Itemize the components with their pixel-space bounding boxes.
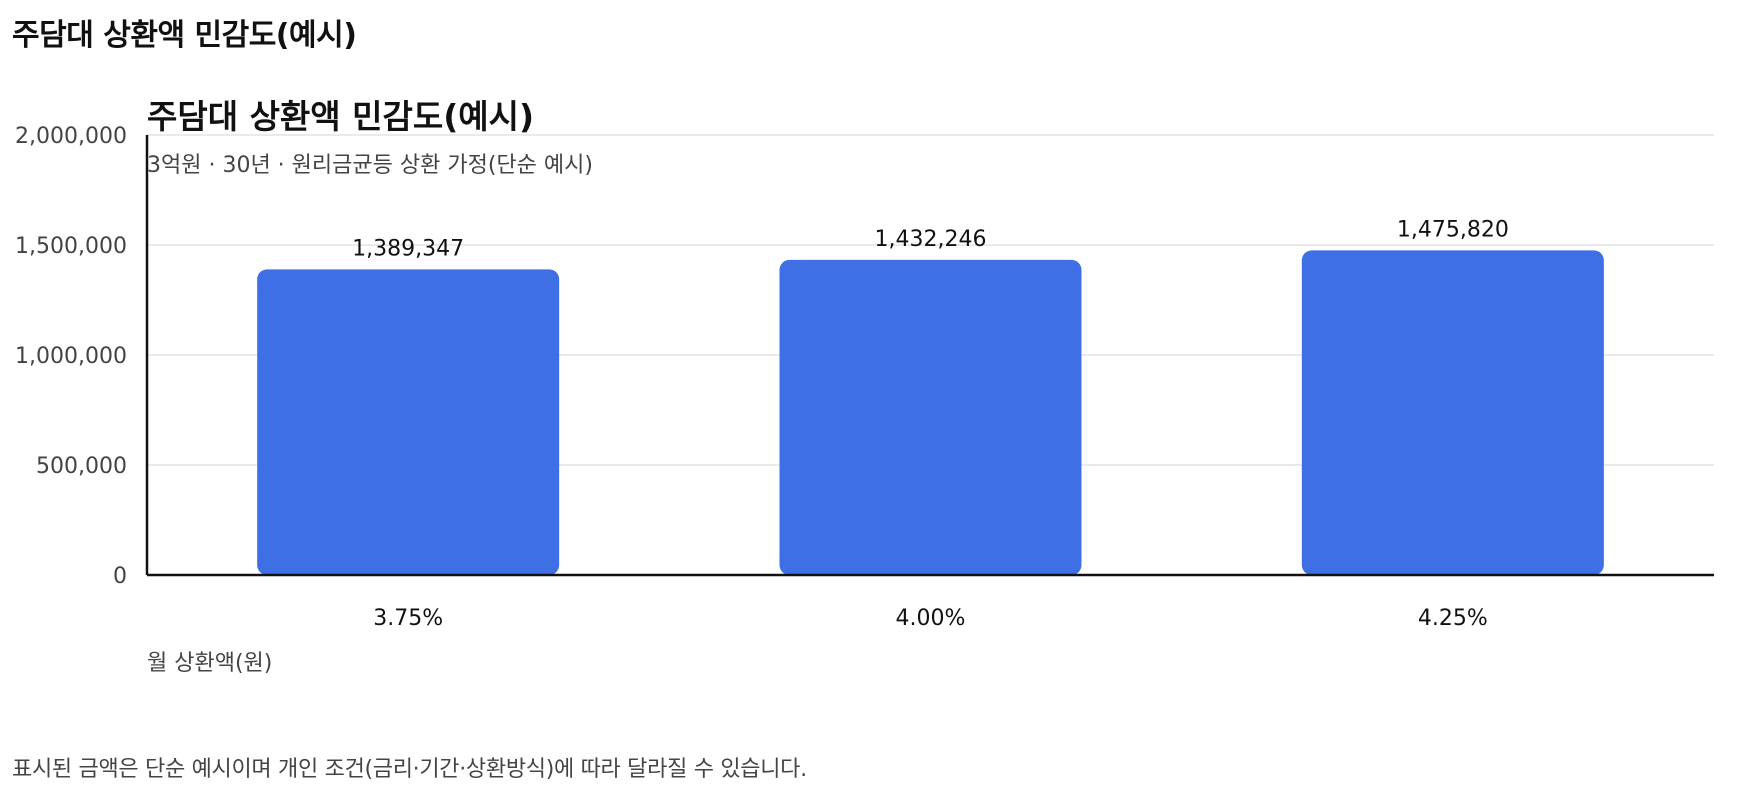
y-tick-label: 1,500,000: [15, 234, 127, 259]
data-label: 1,475,820: [1397, 217, 1509, 242]
y-tick-labels: 0 500,000 1,000,000 1,500,000 2,000,000: [15, 124, 127, 589]
x-tick-label: 3.75%: [373, 606, 443, 631]
axes: [145, 135, 1714, 577]
y-tick-label: 1,000,000: [15, 344, 127, 369]
x-tick-label: 4.00%: [896, 606, 966, 631]
data-label: 1,432,246: [875, 227, 987, 252]
chart-subtitle: 3억원 · 30년 · 원리금균등 상환 가정(단순 예시): [147, 153, 593, 178]
y-tick-label: 500,000: [36, 454, 127, 479]
bars: [257, 250, 1604, 576]
bar: [1301, 250, 1604, 576]
y-axis-label: 월 상환액(원): [147, 651, 272, 676]
footnote: 표시된 금액은 단순 예시이며 개인 조건(금리·기간·상환방식)에 따라 달라…: [12, 757, 807, 782]
bar-chart: 0 500,000 1,000,000 1,500,000 2,000,000 3.75…: [15, 97, 1714, 676]
x-tick-label: 4.25%: [1418, 606, 1488, 631]
data-label: 1,389,347: [352, 236, 464, 261]
bar: [257, 269, 560, 575]
x-tick-labels: 3.75% 4.00% 4.25%: [373, 606, 1488, 631]
y-tick-label: 0: [113, 564, 127, 589]
chart-title: 주담대 상환액 민감도(예시): [147, 97, 534, 136]
data-labels: 1,389,347 1,432,246 1,475,820: [352, 217, 1509, 261]
bar: [779, 259, 1082, 575]
chart-container: 0 500,000 1,000,000 1,500,000 2,000,000 3.75…: [0, 90, 1738, 690]
page-heading: 주담대 상환액 민감도(예시): [12, 18, 357, 53]
y-tick-label: 2,000,000: [15, 124, 127, 149]
